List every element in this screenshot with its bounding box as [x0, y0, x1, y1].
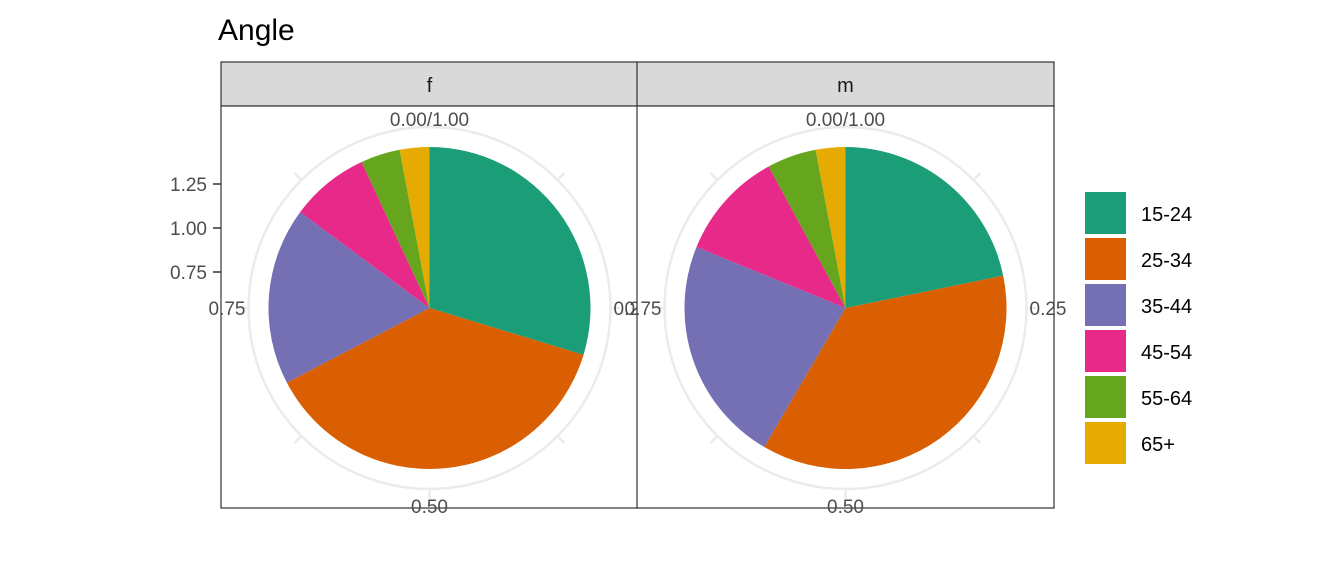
pie-slice-45-54 [300, 162, 430, 308]
pie-slice-25-34 [764, 275, 1007, 470]
r-axis-tick-label: 1.25 [170, 175, 207, 196]
legend-label: 35-44 [1141, 296, 1192, 318]
polar-grid-tick [293, 172, 303, 181]
legend-label: 55-64 [1141, 388, 1192, 410]
legend-key [1085, 422, 1126, 464]
pie-slice-55-64 [361, 149, 430, 308]
legend-item: 55-64 [1085, 376, 1192, 418]
polar-grid-tick [556, 172, 566, 181]
r-axis-tick-label: 1.00 [170, 219, 207, 240]
facet-panels: f0.00/1.000.250.500.75m0.00/1.000.250.50… [209, 61, 1067, 518]
legend-item: 15-24 [1085, 192, 1192, 234]
legend-item: 45-54 [1085, 330, 1192, 372]
legend-item: 25-34 [1085, 238, 1192, 280]
facet-panel-m: m 0.00/1.00 0.25 0.50 0.75 [625, 61, 1067, 518]
polar-grid-tick [293, 435, 303, 444]
legend: 15-24 25-34 35-44 45-54 55-64 65+ [1085, 192, 1192, 464]
legend-label: 65+ [1141, 434, 1175, 456]
facet-strip [636, 61, 1055, 107]
pie-slice-45-54 [696, 166, 846, 308]
theta-tick-label: 0.50 [411, 497, 448, 518]
facet-strip-label: f [427, 75, 433, 97]
theta-tick-label: 0.50 [827, 497, 864, 518]
pie-slice-55-64 [768, 149, 846, 308]
polar-grid-tick [709, 172, 719, 181]
pie-slice-65+ [815, 147, 846, 308]
polar-grid-tick [972, 172, 982, 181]
pie-slice-15-24 [429, 147, 591, 355]
theta-tick-label: 0.75 [209, 299, 246, 320]
r-axis-tick-label: 0.75 [170, 263, 207, 284]
legend-label: 15-24 [1141, 204, 1192, 226]
facet-strip-label: m [837, 75, 854, 97]
polar-grid-tick [556, 435, 566, 444]
chart-title: Angle [218, 14, 295, 47]
legend-label: 45-54 [1141, 342, 1192, 364]
theta-tick-label: 0.25 [1030, 299, 1067, 320]
pie-slice-15-24 [845, 147, 1004, 308]
legend-label: 25-34 [1141, 250, 1192, 272]
legend-key [1085, 192, 1126, 234]
polar-grid-tick [709, 435, 719, 444]
radial-axis: 1.25 1.00 0.75 [170, 175, 221, 284]
legend-item: 35-44 [1085, 284, 1192, 326]
legend-key [1085, 284, 1126, 326]
legend-key [1085, 376, 1126, 418]
pie-slice-35-44 [684, 246, 846, 448]
legend-item: 65+ [1085, 422, 1175, 464]
theta-tick-label: 0.75 [625, 299, 662, 320]
pie-slice-25-34 [286, 308, 584, 470]
pie-slice-35-44 [268, 212, 430, 383]
facet-panel-f: f0.00/1.000.250.500.75 [209, 61, 650, 518]
legend-key [1085, 330, 1126, 372]
pie-slice-65+ [399, 147, 430, 308]
polar-grid-tick [972, 435, 982, 444]
theta-tick-label: 0.00/1.00 [806, 110, 885, 131]
facet-strip [220, 61, 639, 107]
theta-tick-label: 0.00/1.00 [390, 110, 469, 131]
legend-key [1085, 238, 1126, 280]
